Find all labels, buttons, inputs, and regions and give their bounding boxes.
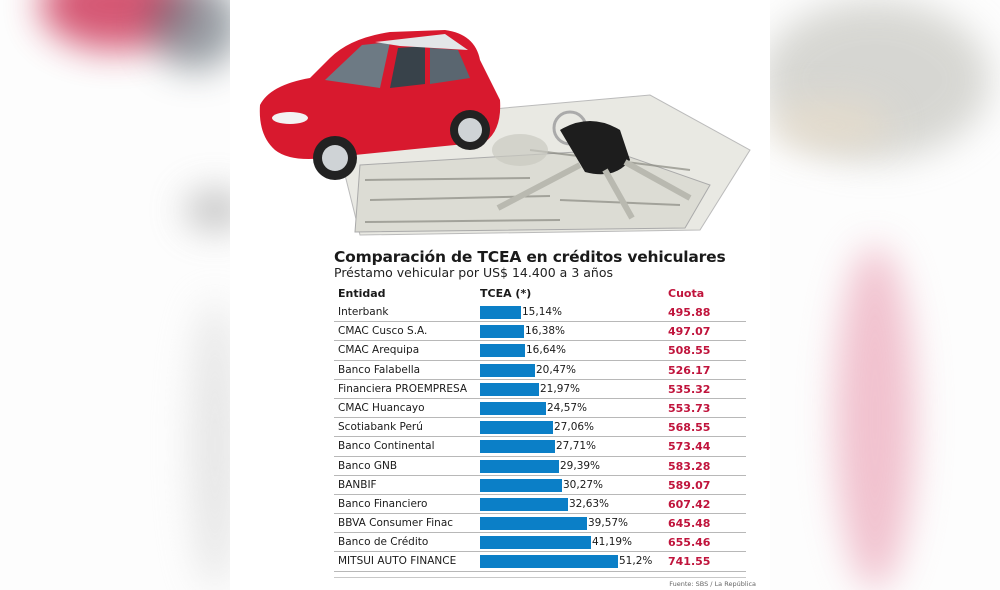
tcea-value: 27,71% (556, 440, 597, 453)
entity-name: Scotiabank Perú (338, 421, 423, 434)
header-cuota: Cuota (668, 287, 705, 300)
table-row: Banco Financiero 32,63% 607.42 (334, 495, 746, 515)
tcea-value: 27,06% (554, 421, 595, 434)
red-car-icon (259, 30, 501, 180)
table-row: Banco Falabella 20,47% 526.17 (334, 361, 746, 380)
tcea-value: 24,57% (547, 401, 588, 414)
cuota-value: 535.32 (668, 382, 711, 396)
tcea-value: 16,38% (525, 325, 566, 338)
cuota-value: 508.55 (668, 344, 711, 358)
entity-name: Banco Financiero (338, 497, 428, 510)
tcea-value: 16,64% (526, 344, 567, 357)
table-row: Interbank 15,14% 495.88 (334, 303, 746, 323)
entity-name: BANBIF (338, 478, 377, 491)
entity-name: Banco GNB (338, 459, 398, 472)
tcea-bar (480, 440, 555, 454)
tcea-bar (480, 344, 525, 358)
infographic-panel: Comparación de TCEA en créditos vehicula… (230, 0, 770, 590)
entity-name: MITSUI AUTO FINANCE (338, 555, 457, 568)
tcea-bar (480, 517, 587, 531)
table-header: Entidad TCEA (*) Cuota (334, 284, 746, 303)
tcea-bar (480, 306, 521, 319)
tcea-bar (480, 555, 618, 569)
cuota-value: 568.55 (668, 421, 711, 435)
entity-name: Banco Continental (338, 440, 435, 453)
entity-name: Banco de Crédito (338, 536, 429, 549)
table-row: Financiera PROEMPRESA 21,97% 535.32 (334, 380, 746, 399)
tcea-bar (480, 459, 559, 473)
chart-title: Comparación de TCEA en créditos vehicula… (334, 248, 726, 266)
car-keys-icon (496, 110, 692, 220)
cuota-value: 655.46 (668, 536, 711, 550)
table-row: Banco de Crédito 41,19% 655.46 (334, 533, 746, 553)
tcea-bar (480, 401, 546, 415)
cuota-value: 583.28 (668, 459, 711, 473)
source-credit: Fuente: SBS / La República (669, 580, 756, 588)
tcea-value: 15,14% (522, 306, 563, 318)
tcea-bar (480, 363, 535, 377)
entity-name: CMAC Cusco S.A. (338, 325, 428, 338)
tcea-value: 20,47% (536, 363, 577, 376)
table-row: MITSUI AUTO FINANCE 51,2% 741.55 (334, 552, 746, 572)
cuota-value: 645.48 (668, 517, 711, 531)
cuota-value: 553.73 (668, 401, 711, 415)
entity-name: CMAC Huancayo (338, 401, 425, 414)
entity-name: BBVA Consumer Finac (338, 517, 454, 530)
tcea-bar (480, 421, 553, 435)
tcea-value: 30,27% (563, 478, 604, 491)
tcea-table: Entidad TCEA (*) Cuota Interbank 15,14% 49… (334, 284, 746, 572)
cuota-value: 497.07 (668, 325, 711, 339)
header-tcea: TCEA (*) (480, 287, 532, 300)
tcea-value: 29,39% (560, 459, 601, 472)
table-row: Banco Continental 27,71% 573.44 (334, 437, 746, 457)
tcea-value: 39,57% (588, 517, 629, 530)
table-row: CMAC Huancayo 24,57% 553.73 (334, 399, 746, 419)
blurred-backdrop-left (0, 0, 230, 590)
tcea-value: 41,19% (592, 536, 633, 549)
tcea-bar (480, 382, 539, 396)
entity-name: CMAC Arequipa (338, 344, 420, 357)
chart-subtitle: Préstamo vehicular por US$ 14.400 a 3 añ… (334, 265, 613, 280)
cuota-value: 495.88 (668, 306, 711, 319)
table-row: CMAC Cusco S.A. 16,38% 497.07 (334, 322, 746, 342)
table-row: BANBIF 30,27% 589.07 (334, 476, 746, 495)
tcea-value: 32,63% (569, 497, 610, 510)
car-money-keys-illustration (259, 30, 751, 236)
header-entidad: Entidad (338, 287, 386, 300)
entity-name: Financiera PROEMPRESA (338, 382, 468, 395)
tcea-bar (480, 478, 562, 492)
cuota-value: 573.44 (668, 440, 711, 454)
tcea-bar (480, 536, 591, 550)
entity-name: Interbank (338, 306, 389, 318)
table-bottom-divider (334, 577, 746, 578)
tcea-bar (480, 325, 524, 339)
table-row: CMAC Arequipa 16,64% 508.55 (334, 341, 746, 361)
cuota-value: 526.17 (668, 363, 711, 377)
blurred-backdrop-right (770, 0, 1000, 590)
cuota-value: 741.55 (668, 555, 711, 569)
entity-name: Banco Falabella (338, 363, 421, 376)
cuota-value: 589.07 (668, 478, 711, 492)
tcea-bar (480, 497, 568, 511)
table-row: Scotiabank Perú 27,06% 568.55 (334, 418, 746, 438)
tcea-value: 21,97% (540, 382, 581, 395)
table-row: Banco GNB 29,39% 583.28 (334, 457, 746, 476)
cuota-value: 607.42 (668, 497, 711, 511)
tcea-value: 51,2% (619, 555, 653, 568)
table-row: BBVA Consumer Finac 39,57% 645.48 (334, 514, 746, 534)
